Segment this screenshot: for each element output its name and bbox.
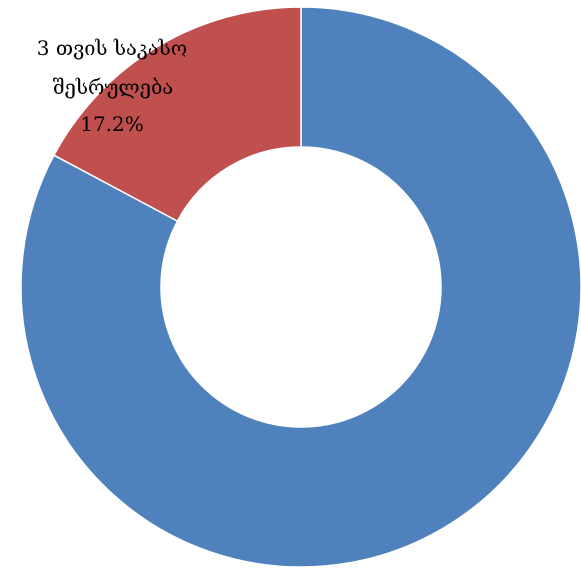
donut-slices xyxy=(20,6,581,568)
slice-1-label-line-0: 3 თვის საკასო xyxy=(37,36,187,60)
slice-1-label-line-1: შესრულება xyxy=(53,75,173,99)
slice-0 xyxy=(20,6,581,568)
slice-1 xyxy=(52,6,302,223)
slice-labels: 3 თვის საკასო შესრულება 17.2% xyxy=(37,36,187,136)
slice-1-label-line-2: 17.2% xyxy=(80,112,144,136)
